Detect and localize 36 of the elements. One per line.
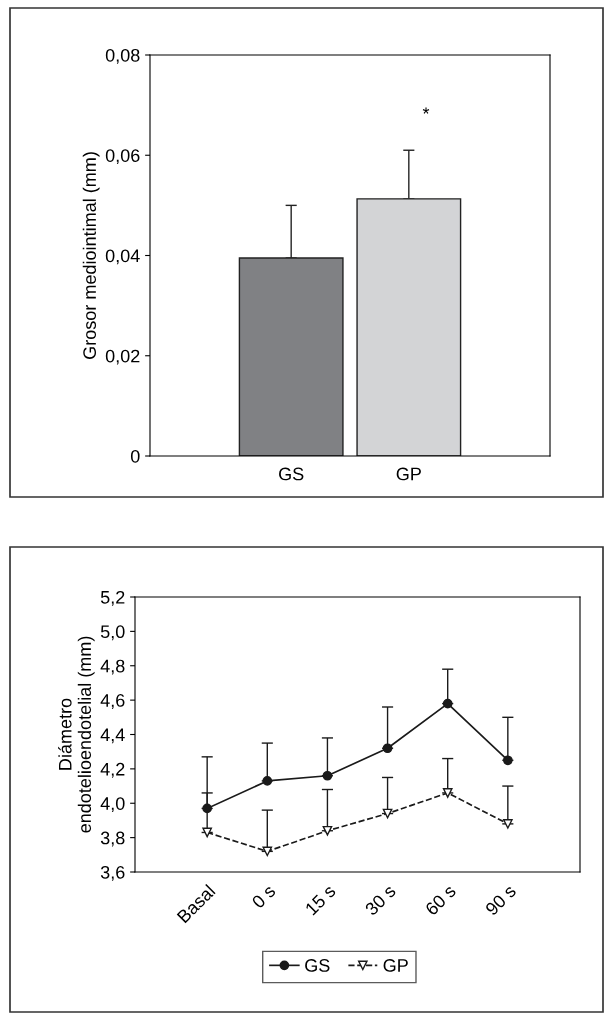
legend-label: GP	[383, 959, 408, 972]
y-tick-label: 4,2	[100, 762, 125, 778]
x-tick-label: 0 s	[251, 883, 277, 910]
annotation: *	[422, 107, 430, 114]
x-tick-label: 30 s	[364, 883, 397, 917]
point	[502, 755, 513, 766]
point	[262, 776, 273, 786]
y-tick-label: 3,8	[100, 831, 125, 847]
point	[442, 698, 453, 709]
y-tick-label: 4,6	[100, 694, 125, 709]
point	[202, 827, 213, 838]
y-axis-title: Diámetro endotelioendotelial (mm)	[58, 636, 95, 833]
point	[382, 808, 393, 819]
y-tick-label: 5,0	[100, 625, 125, 641]
point	[202, 803, 213, 814]
y-tick-label: 4,0	[100, 797, 125, 813]
x-tick-label: 60 s	[424, 883, 457, 916]
x-tick-label: 15 s	[304, 884, 337, 916]
y-tick-label: 0,06	[105, 149, 140, 165]
y-tick-label: 0	[130, 449, 140, 463]
point	[382, 743, 393, 754]
y-tick-label: 4,8	[100, 659, 125, 675]
y-tick-label: 0,08	[105, 48, 140, 64]
y-axis-title: Grosor mediointimal (mm)	[82, 152, 100, 359]
y-tick-label: 3,6	[100, 865, 125, 881]
point	[322, 770, 333, 781]
legend-label: GS	[305, 959, 330, 972]
point	[442, 788, 453, 798]
y-tick-label: 0,04	[105, 249, 140, 265]
y-tick-label: 5,2	[100, 590, 125, 606]
point	[502, 819, 513, 829]
y-tick-label: 4,4	[100, 728, 125, 744]
point	[322, 825, 333, 836]
x-tick-label: 90 s	[484, 883, 517, 917]
y-tick-label: 0,02	[105, 349, 140, 365]
point	[262, 846, 273, 857]
